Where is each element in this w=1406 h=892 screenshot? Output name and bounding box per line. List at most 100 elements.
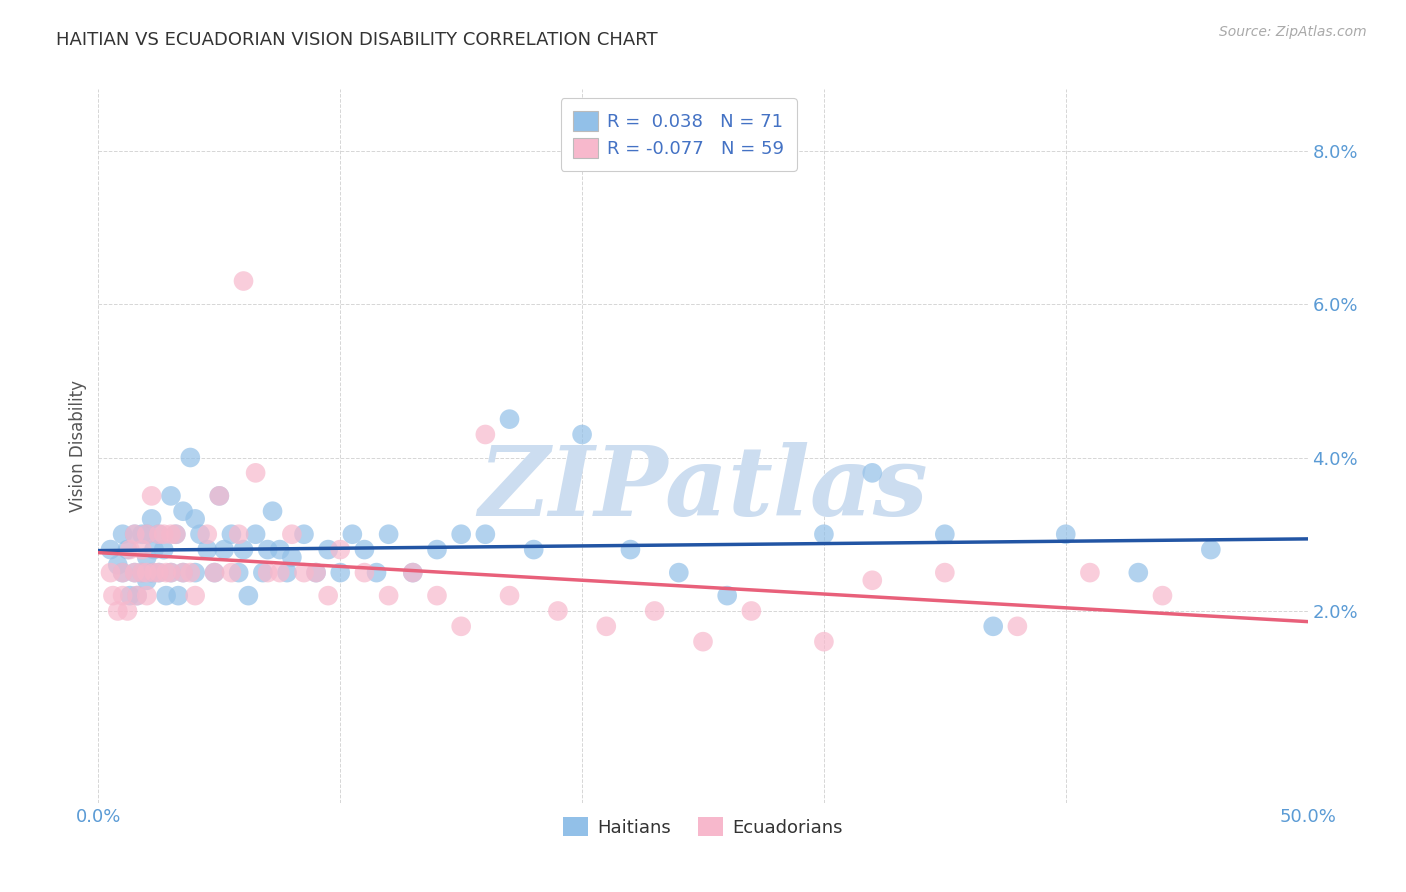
Point bbox=[981, 619, 1004, 633]
Point bbox=[238, 589, 260, 603]
Point bbox=[252, 566, 274, 580]
Point bbox=[135, 574, 157, 588]
Point bbox=[426, 589, 449, 603]
Point bbox=[716, 589, 738, 603]
Point bbox=[208, 489, 231, 503]
Point bbox=[474, 527, 496, 541]
Point bbox=[934, 527, 956, 541]
Point bbox=[148, 527, 170, 541]
Point bbox=[571, 427, 593, 442]
Point bbox=[1199, 542, 1222, 557]
Point bbox=[155, 566, 177, 580]
Point bbox=[111, 566, 134, 580]
Point bbox=[1078, 566, 1101, 580]
Point bbox=[131, 566, 153, 580]
Point bbox=[135, 589, 157, 603]
Point bbox=[135, 527, 157, 541]
Point bbox=[228, 566, 250, 580]
Point bbox=[256, 542, 278, 557]
Point bbox=[127, 589, 149, 603]
Point bbox=[269, 566, 291, 580]
Point bbox=[245, 466, 267, 480]
Point bbox=[143, 566, 166, 580]
Point bbox=[160, 566, 183, 580]
Point bbox=[135, 566, 157, 580]
Point bbox=[498, 589, 520, 603]
Point bbox=[353, 566, 375, 580]
Point bbox=[498, 412, 520, 426]
Point bbox=[281, 550, 304, 565]
Point bbox=[292, 527, 315, 541]
Point bbox=[131, 566, 153, 580]
Point bbox=[668, 566, 690, 580]
Point bbox=[127, 589, 149, 603]
Point bbox=[276, 566, 298, 580]
Point bbox=[131, 542, 153, 557]
Point bbox=[316, 589, 339, 603]
Point bbox=[188, 527, 211, 541]
Point bbox=[184, 589, 207, 603]
Point bbox=[167, 589, 190, 603]
Point bbox=[426, 542, 449, 557]
Point bbox=[1007, 619, 1029, 633]
Point bbox=[450, 527, 472, 541]
Point bbox=[245, 527, 267, 541]
Point bbox=[179, 566, 201, 580]
Point bbox=[292, 566, 315, 580]
Point bbox=[450, 619, 472, 633]
Point bbox=[179, 450, 201, 465]
Point bbox=[118, 542, 141, 557]
Point bbox=[124, 566, 146, 580]
Point bbox=[148, 566, 170, 580]
Point bbox=[269, 542, 291, 557]
Point bbox=[111, 527, 134, 541]
Point bbox=[595, 619, 617, 633]
Point bbox=[305, 566, 328, 580]
Point bbox=[111, 566, 134, 580]
Point bbox=[256, 566, 278, 580]
Text: ZIPatlas: ZIPatlas bbox=[478, 442, 928, 536]
Point bbox=[107, 558, 129, 572]
Point bbox=[100, 566, 122, 580]
Point bbox=[172, 504, 194, 518]
Point bbox=[228, 527, 250, 541]
Point bbox=[377, 589, 399, 603]
Point bbox=[208, 489, 231, 503]
Text: Source: ZipAtlas.com: Source: ZipAtlas.com bbox=[1219, 25, 1367, 39]
Point bbox=[366, 566, 388, 580]
Point bbox=[101, 589, 124, 603]
Point bbox=[1054, 527, 1077, 541]
Point bbox=[107, 604, 129, 618]
Point bbox=[262, 504, 284, 518]
Point bbox=[813, 527, 835, 541]
Text: HAITIAN VS ECUADORIAN VISION DISABILITY CORRELATION CHART: HAITIAN VS ECUADORIAN VISION DISABILITY … bbox=[56, 31, 658, 49]
Point bbox=[474, 427, 496, 442]
Point bbox=[135, 527, 157, 541]
Point bbox=[212, 542, 235, 557]
Point bbox=[353, 542, 375, 557]
Point bbox=[934, 566, 956, 580]
Point bbox=[152, 527, 174, 541]
Point bbox=[204, 566, 226, 580]
Point bbox=[342, 527, 364, 541]
Point bbox=[165, 527, 187, 541]
Point bbox=[1152, 589, 1174, 603]
Point bbox=[100, 542, 122, 557]
Point bbox=[195, 542, 218, 557]
Point bbox=[305, 566, 328, 580]
Point bbox=[221, 566, 243, 580]
Point bbox=[111, 589, 134, 603]
Point bbox=[1128, 566, 1150, 580]
Point bbox=[204, 566, 226, 580]
Point bbox=[143, 542, 166, 557]
Point bbox=[619, 542, 641, 557]
Point bbox=[232, 542, 254, 557]
Point bbox=[692, 634, 714, 648]
Point bbox=[160, 489, 183, 503]
Point bbox=[152, 542, 174, 557]
Point bbox=[141, 566, 163, 580]
Point bbox=[644, 604, 666, 618]
Point bbox=[141, 512, 163, 526]
Point bbox=[316, 542, 339, 557]
Point bbox=[402, 566, 425, 580]
